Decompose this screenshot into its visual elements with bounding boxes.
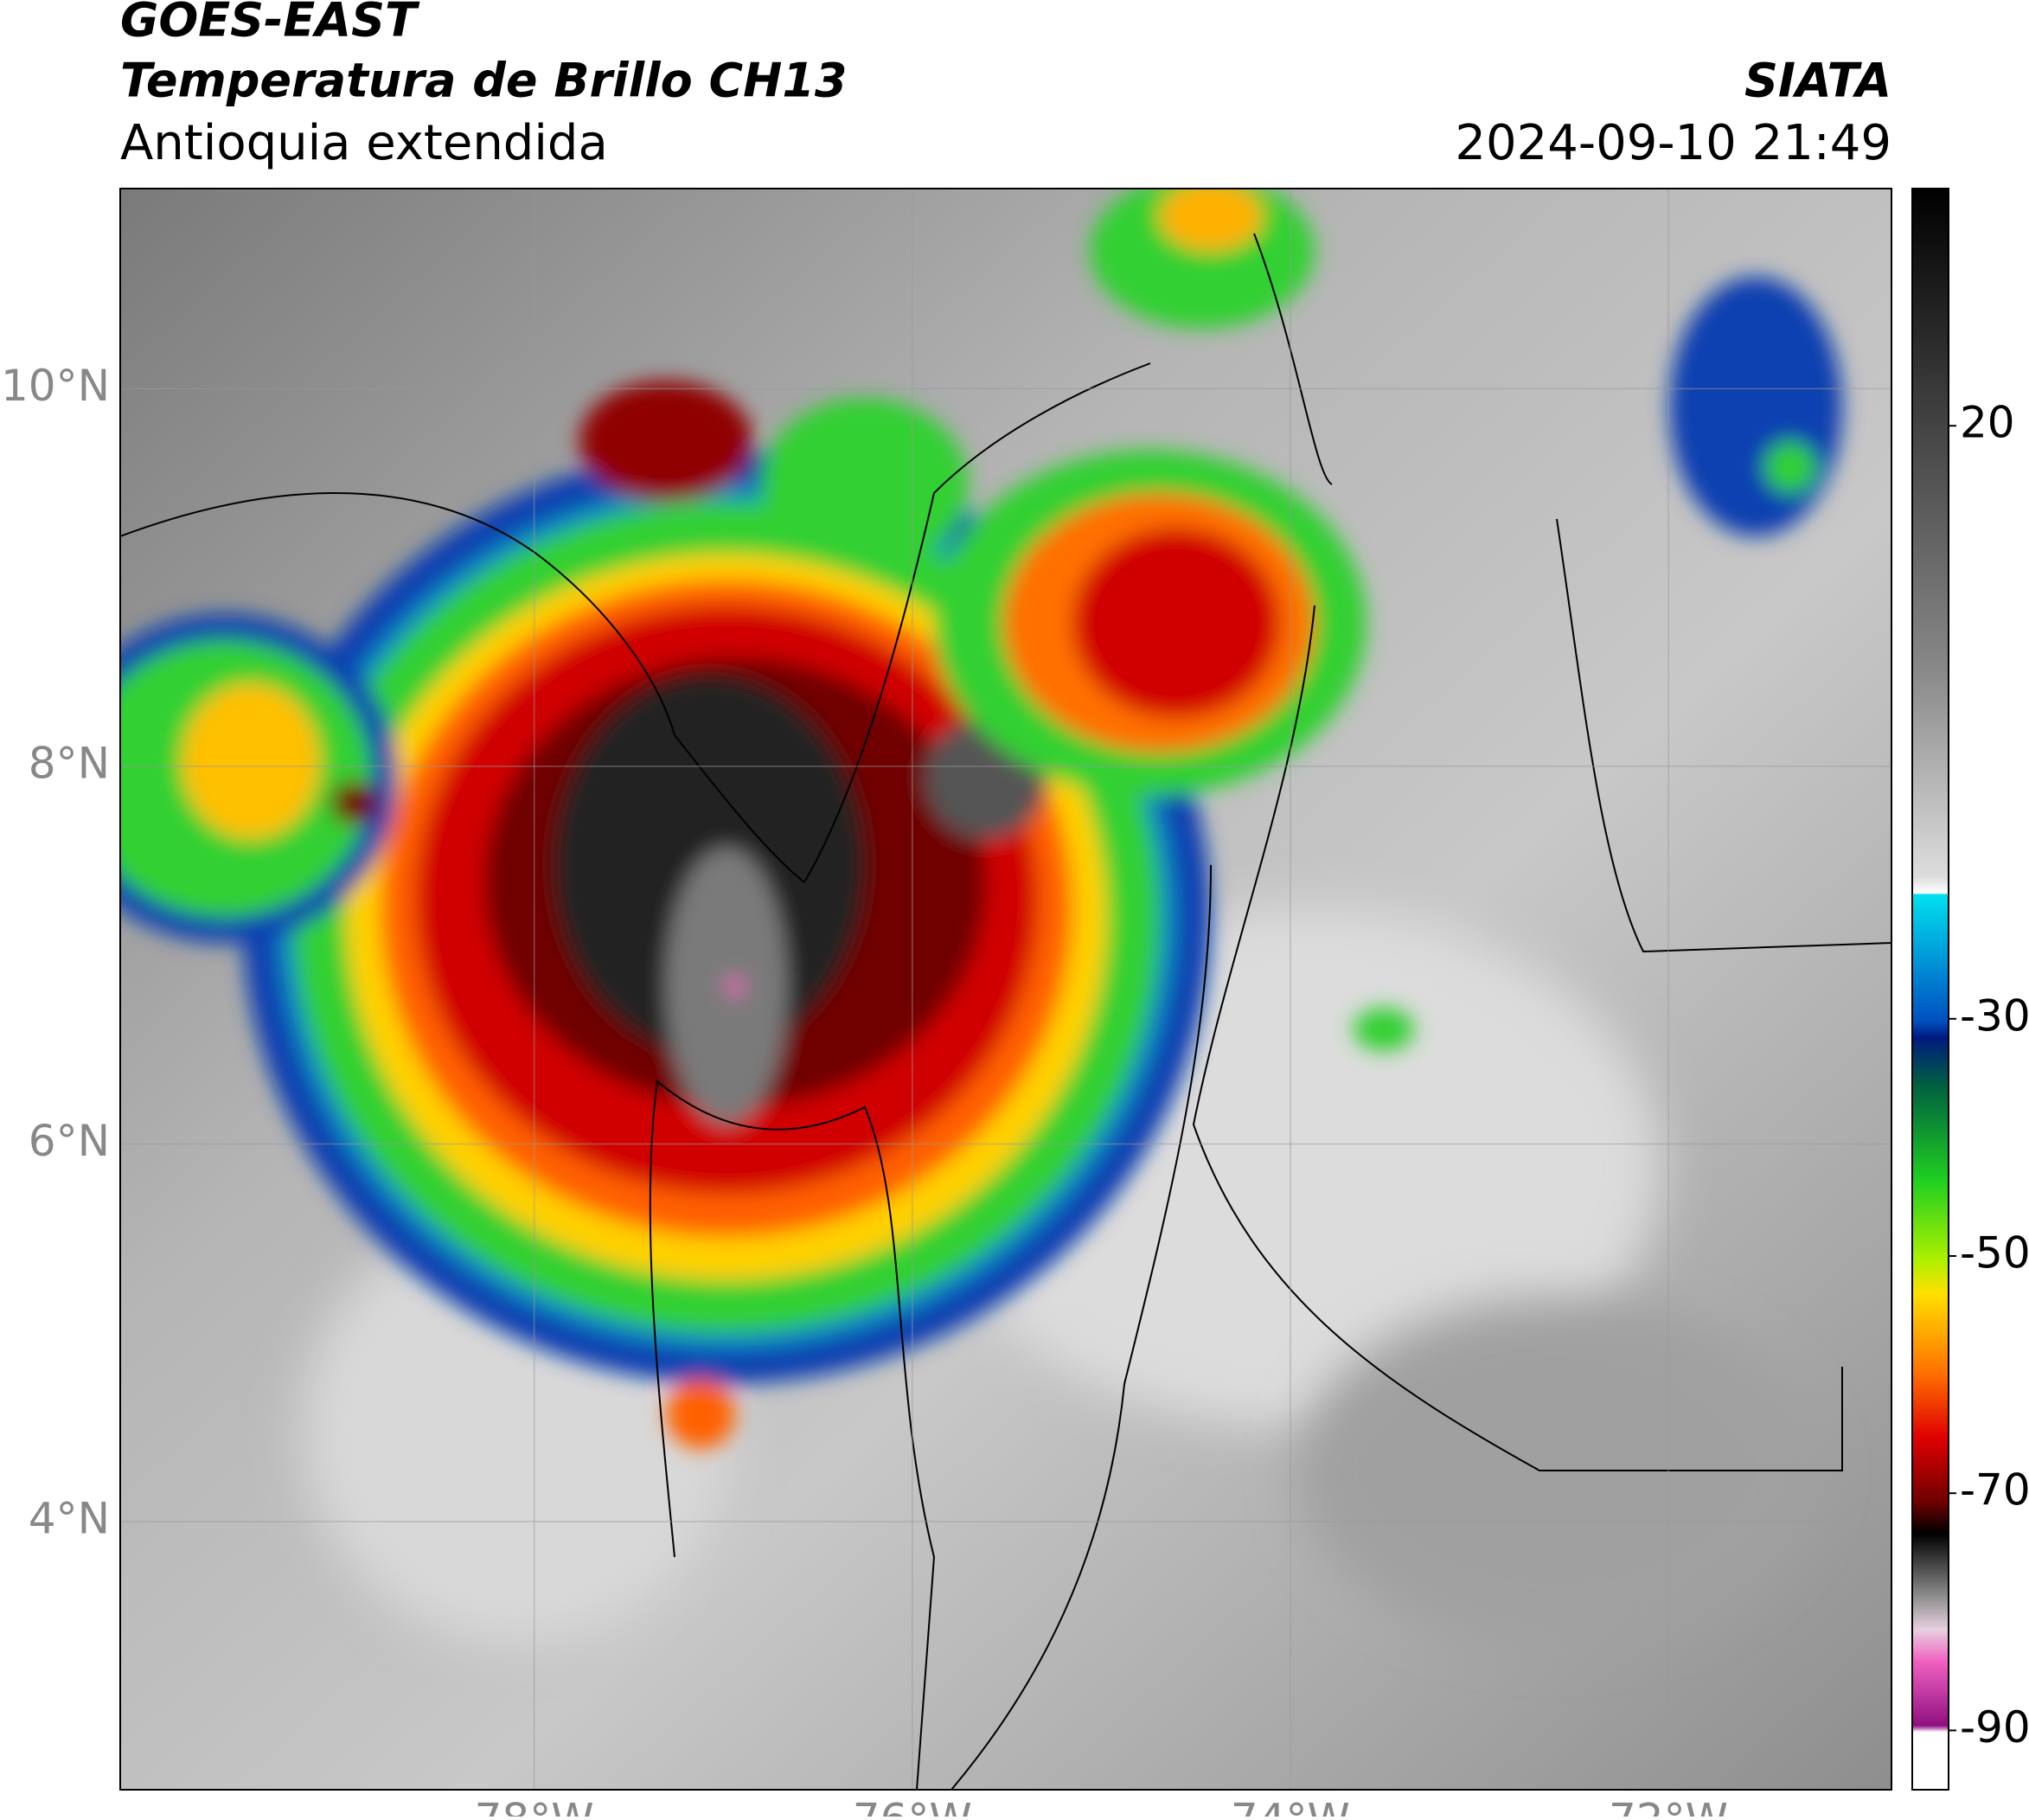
title: GOES-EAST [120, 0, 420, 48]
graticule: 10°N 8°N 6°N 4°N 78°W 76°W 74°W 72°W [1, 189, 1891, 1820]
map-frame [119, 188, 1892, 1791]
lon-tick-label: 74°W [1231, 1795, 1350, 1817]
colorbar-tick-label: -70 [1960, 1465, 2029, 1516]
lon-tick-label: 76°W [853, 1795, 972, 1817]
colorbar-tick-label: 20 [1960, 398, 2015, 448]
lat-tick-label: 6°N [29, 1116, 110, 1166]
subtitle: Temperatura de Brillo CH13 [120, 54, 848, 108]
timestamp: 2024-09-10 21:49 [1455, 115, 1891, 171]
lat-tick-label: 4°N [29, 1494, 110, 1544]
agency: SIATA [1744, 54, 1891, 108]
colorbar-tick-label: -30 [1960, 990, 2029, 1041]
lat-tick-label: 8°N [29, 738, 110, 788]
satellite-image [120, 189, 1891, 1790]
lat-tick-label: 10°N [1, 361, 110, 411]
colorbar [1911, 188, 1949, 1791]
colorbar-tick-label: -50 [1960, 1228, 2029, 1278]
colorbar-tick-label: -90 [1960, 1702, 2029, 1753]
colorbar-ticks: 20 -30 -50 -70 -90 [1949, 398, 2029, 1753]
region: Antioquia extendida [120, 115, 608, 171]
lon-tick-label: 78°W [475, 1795, 594, 1817]
lon-tick-label: 72°W [1609, 1795, 1728, 1817]
